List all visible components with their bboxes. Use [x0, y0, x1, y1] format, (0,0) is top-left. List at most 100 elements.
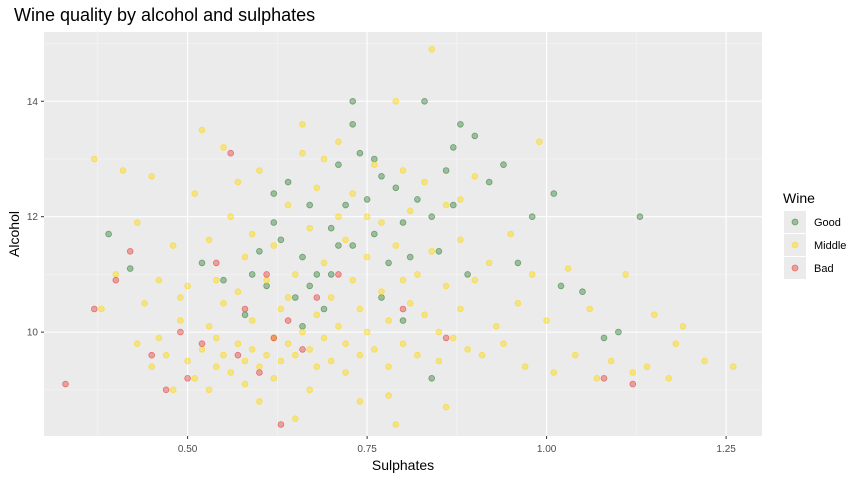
- point-middle-92: [492, 322, 500, 330]
- point-middle-42: [299, 328, 306, 336]
- point-middle-141: [363, 213, 371, 221]
- point-middle-38: [284, 340, 292, 348]
- point-middle-78: [428, 45, 436, 53]
- point-good-44: [600, 334, 608, 342]
- point-bad-9: [213, 259, 220, 267]
- point-bad-24: [629, 380, 637, 388]
- point-middle-12: [184, 282, 191, 290]
- point-middle-58: [356, 305, 364, 313]
- point-middle-40: [291, 351, 299, 359]
- point-middle-45: [306, 224, 314, 232]
- point-good-11: [291, 294, 299, 301]
- point-middle-33: [263, 276, 270, 284]
- point-middle-135: [177, 294, 184, 301]
- point-middle-119: [392, 421, 400, 428]
- x-tick-label-2: 1.00: [537, 444, 557, 455]
- point-good-33: [449, 201, 457, 209]
- point-middle-93: [500, 340, 507, 348]
- point-good-2: [198, 259, 206, 267]
- point-middle-62: [370, 161, 378, 169]
- point-middle-2: [112, 271, 120, 278]
- point-middle-64: [378, 288, 385, 296]
- point-middle-67: [385, 363, 392, 371]
- point-good-42: [557, 282, 565, 290]
- legend-key-bad: [784, 257, 806, 279]
- point-middle-74: [414, 271, 421, 278]
- legend-marker-middle: [791, 241, 799, 249]
- point-middle-8: [162, 351, 170, 359]
- point-good-43: [579, 288, 586, 296]
- point-middle-24: [234, 340, 242, 348]
- point-good-0: [105, 230, 112, 238]
- point-middle-112: [679, 322, 687, 330]
- point-good-16: [327, 224, 335, 232]
- point-good-57: [327, 271, 335, 278]
- point-middle-85: [457, 236, 464, 244]
- point-middle-70: [399, 276, 407, 284]
- point-middle-37: [277, 305, 285, 313]
- point-middle-115: [198, 126, 206, 134]
- point-middle-50: [327, 294, 335, 301]
- point-middle-83: [442, 282, 450, 290]
- point-bad-16: [277, 421, 285, 428]
- point-middle-96: [521, 363, 529, 371]
- point-good-27: [406, 253, 414, 261]
- point-middle-77: [421, 311, 428, 319]
- series-good: [105, 98, 644, 382]
- point-middle-100: [550, 369, 558, 376]
- point-middle-123: [148, 173, 156, 180]
- point-good-9: [277, 236, 285, 244]
- point-middle-73: [406, 299, 414, 307]
- point-middle-55: [342, 340, 349, 348]
- point-middle-66: [385, 317, 392, 324]
- legend-item-middle: Middle: [784, 234, 846, 256]
- point-middle-107: [629, 369, 637, 376]
- legend-title: Wine: [783, 190, 815, 206]
- point-middle-103: [586, 305, 593, 313]
- point-middle-111: [672, 340, 680, 348]
- point-middle-68: [392, 242, 400, 249]
- point-middle-136: [213, 276, 220, 284]
- point-middle-7: [155, 276, 163, 284]
- point-middle-124: [134, 219, 141, 226]
- point-good-7: [263, 282, 270, 290]
- point-middle-128: [442, 403, 450, 411]
- point-bad-8: [198, 340, 206, 348]
- point-middle-102: [571, 351, 579, 359]
- point-middle-18: [213, 363, 220, 371]
- point-middle-132: [306, 386, 314, 394]
- point-middle-15: [198, 346, 206, 353]
- point-middle-52: [335, 213, 342, 221]
- point-bad-3: [126, 248, 134, 255]
- point-middle-95: [514, 299, 522, 307]
- point-good-48: [370, 155, 378, 163]
- point-middle-61: [363, 328, 371, 336]
- point-middle-79: [428, 248, 436, 255]
- point-middle-10: [177, 317, 184, 324]
- point-middle-131: [270, 374, 278, 382]
- legend-label-good: Good: [814, 217, 841, 229]
- legend-marker-good: [791, 218, 799, 226]
- point-middle-30: [256, 363, 263, 371]
- y-axis-label: Alcohol: [6, 211, 22, 257]
- legend-label-middle: Middle: [814, 240, 846, 252]
- point-middle-4: [134, 340, 141, 348]
- point-middle-6: [148, 363, 156, 371]
- point-bad-4: [148, 351, 156, 359]
- point-middle-118: [356, 398, 364, 405]
- point-middle-56: [349, 276, 357, 284]
- point-good-10: [284, 178, 292, 186]
- point-middle-99: [543, 317, 550, 324]
- point-middle-137: [248, 230, 256, 238]
- point-middle-143: [457, 196, 464, 203]
- point-middle-121: [291, 415, 299, 423]
- point-middle-11: [184, 357, 191, 365]
- point-good-18: [342, 201, 349, 209]
- point-middle-53: [335, 322, 342, 330]
- point-middle-3: [119, 167, 127, 174]
- point-good-32: [442, 167, 450, 174]
- point-good-14: [313, 271, 321, 278]
- point-middle-25: [234, 288, 242, 296]
- point-bad-13: [256, 369, 263, 376]
- point-middle-54: [342, 236, 349, 244]
